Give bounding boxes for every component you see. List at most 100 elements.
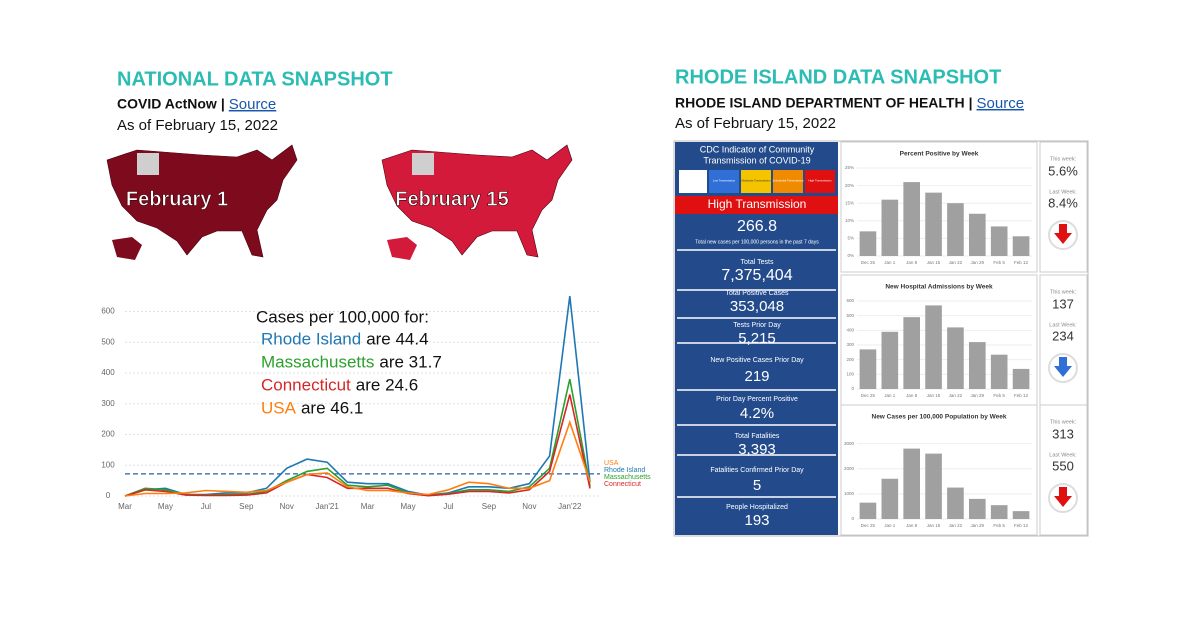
y-tick-label: 600	[846, 298, 854, 303]
x-tick-label: Jan 22	[949, 393, 963, 398]
map-alaska	[112, 237, 142, 260]
y-tick-label: 0	[851, 516, 854, 521]
series-line	[124, 378, 591, 497]
x-tick-label: Jan 15	[927, 393, 941, 398]
map-label: February 15	[395, 188, 508, 210]
source-org: COVID ActNow	[117, 96, 217, 112]
x-tick-label: Jan 8	[906, 393, 918, 398]
bar	[990, 354, 1008, 389]
trend-label: This week:	[1050, 419, 1077, 425]
bar	[969, 342, 986, 389]
y-tick-label: 0%	[847, 253, 854, 258]
bar	[925, 192, 942, 256]
down-arrow	[1054, 224, 1072, 244]
stat-label: Total Tests	[741, 259, 774, 266]
indicator-title: CDC Indicator of Community	[700, 144, 815, 154]
x-tick-label: Jul	[201, 502, 211, 511]
separator: |	[969, 95, 973, 111]
legend-swatch	[741, 170, 771, 193]
stat-label: Total Fatalities	[735, 433, 780, 440]
x-tick-label: Sep	[239, 502, 254, 511]
trend-label: Last Week:	[1049, 452, 1077, 458]
stat-label: Tests Prior Day	[733, 322, 781, 329]
y-tick-label: 200	[101, 430, 115, 439]
legend-swatch	[709, 170, 739, 193]
bar	[947, 327, 964, 389]
as-of: As of February 15, 2022	[675, 115, 836, 132]
bar	[881, 478, 899, 519]
annotation-name: Massachusetts	[261, 352, 374, 371]
y-tick-label: 3000	[844, 441, 855, 446]
x-tick-label: Jan 29	[971, 393, 985, 398]
trend-cell	[1039, 404, 1088, 536]
us-map: February 1	[106, 144, 298, 260]
bar	[925, 305, 942, 389]
x-tick-label: Jan 22	[949, 523, 963, 528]
legend-label: High Transmission	[808, 179, 831, 183]
section-title: NATIONAL DATA SNAPSHOT	[117, 68, 393, 90]
stat-value: 7,375,404	[721, 267, 792, 284]
x-tick-label: Jan 29	[971, 260, 985, 265]
map-region	[412, 153, 434, 175]
chart-title: New Hospital Admissions by Week	[885, 284, 993, 291]
x-tick-label: Dec 25	[861, 523, 876, 528]
bar	[1012, 236, 1030, 256]
down-arrow	[1054, 487, 1072, 507]
source-link[interactable]: Source	[229, 96, 277, 113]
source-link[interactable]: Source	[977, 95, 1025, 112]
y-tick-label: 1000	[844, 491, 855, 496]
annotation-name: USA	[261, 398, 297, 417]
y-tick-label: 20%	[845, 183, 854, 188]
trend-label: This week:	[1050, 156, 1077, 162]
bar	[881, 199, 899, 256]
legend-box	[679, 170, 707, 193]
trend-label: Last Week:	[1049, 322, 1077, 328]
stat-label: Fatalities Confirmed Prior Day	[710, 467, 804, 474]
stat-value: 5,215	[738, 330, 776, 347]
annotation-name: Connecticut	[261, 375, 351, 394]
trend-value: 313	[1052, 426, 1074, 441]
y-tick-label: 0	[851, 386, 854, 391]
x-tick-label: Nov	[280, 502, 294, 511]
annotation-value: are 46.1	[301, 398, 363, 417]
bar	[903, 448, 920, 519]
trend-cell	[1039, 274, 1088, 406]
stat-label: Prior Day Percent Positive	[716, 396, 798, 403]
x-tick-label: May	[400, 502, 415, 511]
x-tick-label: Feb 12	[1014, 393, 1029, 398]
stat-value: 5	[753, 477, 761, 494]
x-tick-label: Jan 15	[927, 260, 941, 265]
y-tick-label: 500	[101, 337, 115, 346]
y-tick-label: 5%	[847, 236, 854, 241]
x-tick-label: Jan 15	[927, 523, 941, 528]
x-tick-label: Feb 5	[993, 523, 1005, 528]
chart-title: Percent Positive by Week	[900, 151, 979, 158]
bar	[859, 502, 877, 519]
x-tick-label: Sep	[482, 502, 497, 511]
x-tick-label: Jan 1	[884, 260, 896, 265]
end-label: Rhode Island	[604, 467, 645, 474]
as-of: As of February 15, 2022	[117, 117, 278, 134]
trend-value: 5.6%	[1048, 163, 1078, 178]
x-tick-label: Jan 8	[906, 260, 918, 265]
bar	[925, 453, 942, 519]
separator: |	[221, 96, 225, 112]
x-tick-label: Mar	[361, 502, 375, 511]
map-region	[137, 153, 159, 175]
bar	[881, 331, 899, 389]
bar	[903, 182, 920, 256]
x-tick-label: Jan 1	[884, 523, 896, 528]
bar	[990, 505, 1008, 519]
status: High Transmission	[708, 197, 807, 211]
x-tick-label: Jan 22	[949, 260, 963, 265]
legend-swatch	[773, 170, 803, 193]
chart-title: New Cases per 100,000 Population by Week	[872, 414, 1007, 421]
y-tick-label: 25%	[845, 165, 854, 170]
y-tick-label: 600	[101, 307, 115, 316]
stat-label: New Positive Cases Prior Day	[710, 357, 804, 364]
trend-value: 550	[1052, 458, 1074, 473]
y-tick-label: 0	[106, 491, 111, 500]
x-tick-label: Jan'22	[558, 502, 582, 511]
status-bar	[675, 196, 838, 214]
